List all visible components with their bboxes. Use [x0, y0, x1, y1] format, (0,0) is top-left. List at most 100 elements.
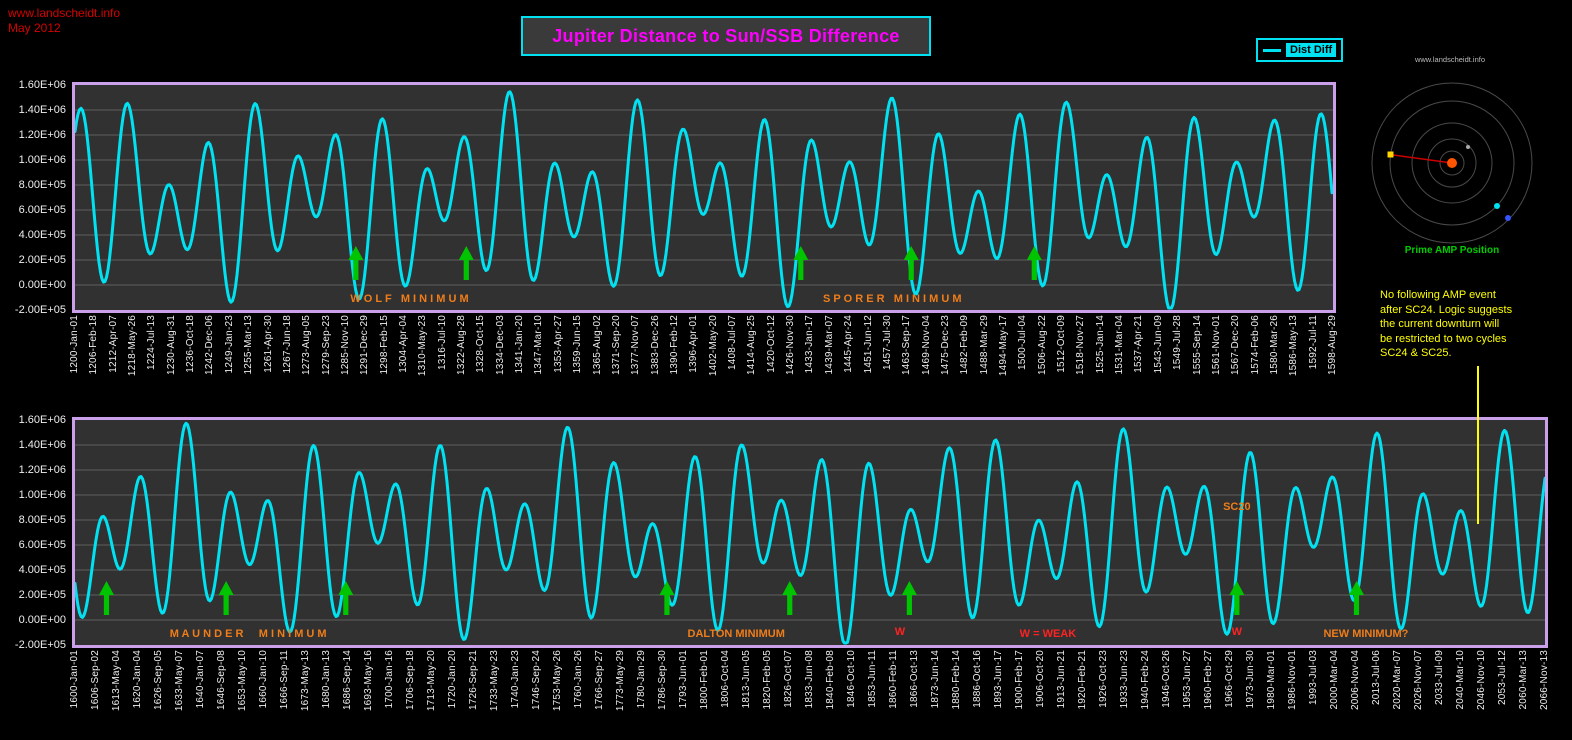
x-tick-label: 2060-Mar-13 — [1518, 650, 1529, 710]
amp-event-arrow — [338, 581, 354, 615]
amp-event-arrow — [98, 581, 114, 615]
y-tick-label: 1.20E+06 — [18, 464, 66, 476]
x-tick-label: 1451-Jun-12 — [862, 315, 874, 374]
x-tick-label: 1660-Jan-10 — [258, 650, 269, 709]
y-tick-label: 8.00E+05 — [18, 179, 66, 191]
x-tick-label: 1592-Jul-11 — [1307, 315, 1319, 370]
x-tick-label: 1506-Aug-22 — [1036, 315, 1048, 376]
x-tick-label: 1543-Jun-09 — [1152, 315, 1164, 374]
x-tick-label: 1926-Oct-23 — [1098, 650, 1109, 708]
x-tick-label: 1279-Sep-23 — [320, 315, 332, 376]
legend-line-sample — [1263, 48, 1281, 52]
amp-note-line: No following AMP event — [1380, 289, 1496, 301]
x-tick-label: 1304-Apr-04 — [398, 315, 409, 373]
planet-marker-gray — [1466, 145, 1470, 149]
x-tick-label: 1706-Sep-18 — [405, 650, 416, 711]
amp-event-arrow — [218, 581, 234, 615]
x-tick-label: 1860-Feb-11 — [888, 650, 899, 709]
note-pointer-line — [1477, 366, 1479, 524]
orbit-circle — [1427, 138, 1477, 188]
x-tick-label: 1298-Feb-15 — [378, 315, 390, 375]
y-tick-label: 6.00E+05 — [18, 539, 66, 551]
y-tick-label: 0.00E+00 — [18, 614, 66, 626]
x-tick-label: 1328-Oct-15 — [475, 315, 487, 373]
amp-event-arrow — [659, 581, 675, 615]
x-tick-label: 1980-Mar-01 — [1266, 650, 1277, 710]
x-tick-label: 1873-Jun-14 — [930, 650, 941, 709]
x-tick-label: 1953-Jun-27 — [1182, 650, 1193, 709]
x-tick-label: 1726-Sep-21 — [468, 650, 479, 711]
x-tick-label: 1414-Aug-25 — [746, 315, 758, 376]
x-tick-label: 1365-Aug-02 — [591, 315, 603, 376]
x-tick-label: 1371-Sep-20 — [610, 315, 622, 376]
x-tick-label: 2006-Nov-04 — [1350, 650, 1361, 711]
y-tick-label: 1.40E+06 — [18, 439, 66, 451]
planet-marker-yellow — [1387, 151, 1394, 158]
x-tick-label: 1713-May-20 — [426, 650, 437, 712]
x-tick-label: 1840-Feb-08 — [825, 650, 836, 710]
x-tick-label: 1673-May-13 — [300, 650, 311, 712]
x-tick-label: 1826-Oct-07 — [783, 650, 794, 708]
amp-event-arrow — [458, 246, 474, 280]
x-tick-label: 1986-Nov-01 — [1287, 650, 1298, 711]
x-tick-label: 1457-Jul-30 — [881, 315, 893, 371]
x-tick-label: 1383-Dec-26 — [649, 315, 661, 376]
amp-event-arrow — [782, 581, 798, 615]
amp-note-line: the current downturn will — [1380, 318, 1500, 330]
y-tick-label: 1.00E+06 — [18, 489, 66, 501]
x-tick-label: 1206-Feb-18 — [88, 315, 100, 375]
x-tick-label: 1700-Jan-16 — [384, 650, 395, 709]
x-tick-label: 1773-May-29 — [615, 650, 626, 712]
x-tick-label: 1420-Oct-12 — [765, 315, 777, 373]
y-tick-label: -2.00E+05 — [14, 639, 66, 651]
x-tick-label: 1920-Feb-21 — [1077, 650, 1088, 710]
sun-marker — [1447, 158, 1457, 168]
amp-event-arrow — [1026, 246, 1042, 280]
x-tick-label: 1353-Apr-27 — [552, 315, 564, 373]
x-tick-label: 1574-Feb-06 — [1249, 315, 1261, 375]
x-tick-label: 1518-Nov-27 — [1075, 315, 1087, 376]
x-tick-label: 2046-Nov-10 — [1476, 650, 1487, 711]
x-tick-label: 1242-Dec-06 — [204, 315, 216, 376]
y-tick-label: -2.00E+05 — [14, 304, 66, 316]
x-tick-label: 1396-Apr-01 — [688, 315, 700, 373]
chart-annotation: SC20 — [1223, 500, 1251, 513]
x-tick-label: 1236-Oct-18 — [185, 315, 197, 373]
y-tick-label: 1.00E+06 — [18, 154, 66, 166]
x-tick-label: 1334-Dec-03 — [494, 315, 506, 376]
site-url: www.landscheidt.info — [8, 6, 121, 20]
x-tick-label: 2033-Jul-09 — [1434, 650, 1445, 706]
x-tick-label: 1390-Feb-12 — [668, 315, 680, 375]
x-tick-label: 1469-Nov-04 — [920, 315, 932, 376]
chart-annotation: M A U N D E R M I N I M U M — [169, 628, 327, 640]
x-tick-label: 2013-Jul-06 — [1371, 650, 1382, 706]
y-tick-label: 1.60E+06 — [18, 414, 66, 426]
x-tick-label: 1475-Dec-23 — [939, 315, 951, 376]
chart-annotation: W = WEAK — [1019, 628, 1077, 640]
x-tick-label: 2020-Mar-07 — [1392, 650, 1403, 710]
x-tick-label: 2026-Nov-07 — [1413, 650, 1424, 711]
y-tick-label: 8.00E+05 — [18, 514, 66, 526]
y-tick-label: 0.00E+00 — [18, 279, 66, 291]
x-tick-label: 1613-May-04 — [111, 650, 122, 712]
x-tick-label: 2053-Jul-12 — [1497, 650, 1508, 706]
orbit-circle — [1389, 100, 1515, 226]
x-tick-label: 1653-May-10 — [237, 650, 248, 712]
x-tick-label: 1900-Feb-17 — [1014, 650, 1025, 710]
chart-title: Jupiter Distance to Sun/SSB Difference — [552, 25, 900, 46]
x-tick-label: 1341-Jan-20 — [514, 315, 526, 374]
x-tick-label: 1680-Jan-13 — [321, 650, 332, 709]
x-tick-label: 1620-Jan-04 — [132, 650, 143, 709]
x-tick-label: 1291-Dec-29 — [359, 315, 371, 376]
x-tick-label: 1853-Jun-11 — [867, 650, 878, 708]
x-tick-label: 1224-Jul-13 — [146, 315, 158, 371]
x-tick-label: 1746-Sep-24 — [531, 650, 542, 711]
x-tick-label: 1733-May-23 — [489, 650, 500, 712]
x-tick-label: 1531-Mar-04 — [1114, 315, 1126, 375]
x-tick-label: 1846-Oct-10 — [846, 650, 857, 708]
x-tick-label: 1525-Jan-14 — [1094, 315, 1106, 374]
y-tick-label: 1.60E+06 — [18, 79, 66, 91]
x-tick-label: 1261-Apr-30 — [262, 315, 274, 373]
amp-alignment-line — [1392, 154, 1453, 164]
x-tick-label: 1230-Aug-31 — [165, 315, 177, 376]
